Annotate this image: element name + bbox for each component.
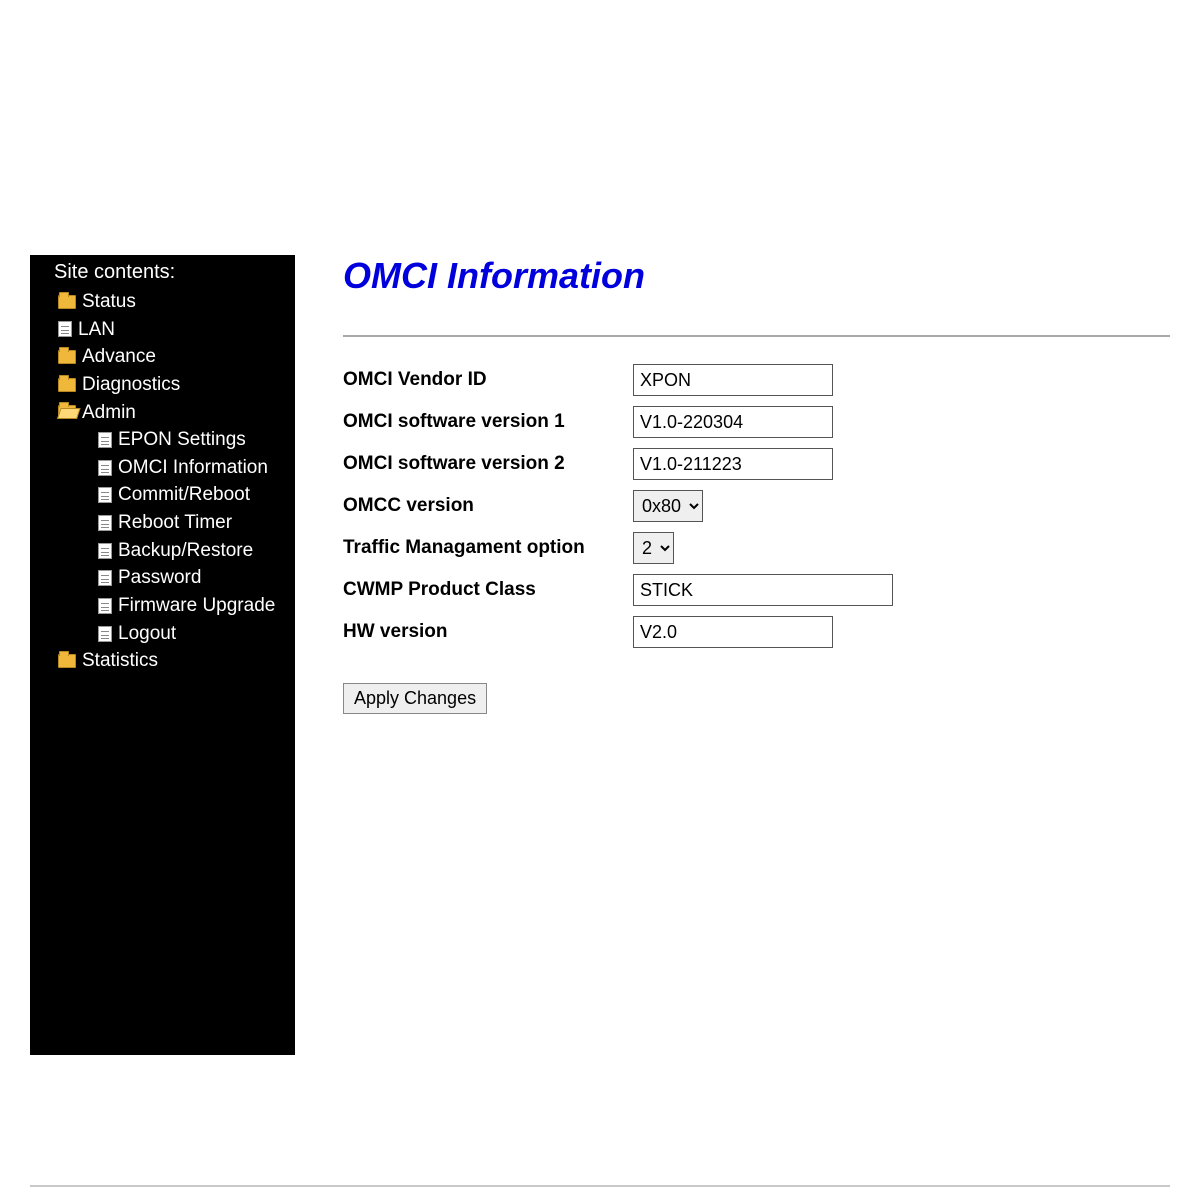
sidebar-item-omci-information[interactable]: OMCI Information (36, 454, 287, 482)
input-sw2[interactable] (633, 448, 833, 480)
label-hw: HW version (343, 611, 633, 653)
omci-form: OMCI Vendor ID OMCI software version 1 O… (343, 359, 899, 653)
sidebar-item-diagnostics[interactable]: Diagnostics (36, 371, 287, 399)
sidebar-item-advance[interactable]: Advance (36, 343, 287, 371)
sidebar-item-backup-restore[interactable]: Backup/Restore (36, 537, 287, 565)
sidebar-item-label: Status (82, 289, 136, 315)
sidebar-item-label: OMCI Information (118, 455, 268, 481)
document-icon (98, 515, 112, 531)
page-title: OMCI Information (343, 255, 1170, 297)
sidebar-item-label: Admin (82, 400, 136, 426)
sidebar-item-status[interactable]: Status (36, 288, 287, 316)
row-omcc: OMCC version 0x80 (343, 485, 899, 527)
input-hw[interactable] (633, 616, 833, 648)
row-sw1: OMCI software version 1 (343, 401, 899, 443)
sidebar-item-label: Firmware Upgrade (118, 593, 275, 619)
document-icon (98, 543, 112, 559)
sidebar-item-label: Advance (82, 344, 156, 370)
sidebar-item-lan[interactable]: LAN (36, 316, 287, 344)
folder-icon (58, 350, 76, 364)
document-icon (98, 432, 112, 448)
sidebar-item-label: Diagnostics (82, 372, 180, 398)
folder-icon (58, 654, 76, 668)
sidebar-item-label: LAN (78, 317, 115, 343)
label-vendor-id: OMCI Vendor ID (343, 359, 633, 401)
divider (343, 335, 1170, 337)
page-wrapper: Site contents: StatusLANAdvanceDiagnosti… (0, 0, 1200, 1055)
sidebar-item-epon-settings[interactable]: EPON Settings (36, 426, 287, 454)
sidebar-tree: StatusLANAdvanceDiagnosticsAdminEPON Set… (36, 288, 287, 675)
sidebar-item-commit-reboot[interactable]: Commit/Reboot (36, 481, 287, 509)
select-omcc[interactable]: 0x80 (633, 490, 703, 522)
sidebar-item-label: Commit/Reboot (118, 482, 250, 508)
label-traffic: Traffic Managament option (343, 527, 633, 569)
sidebar-item-logout[interactable]: Logout (36, 620, 287, 648)
sidebar-title: Site contents: (36, 259, 287, 286)
sidebar-item-reboot-timer[interactable]: Reboot Timer (36, 509, 287, 537)
row-sw2: OMCI software version 2 (343, 443, 899, 485)
sidebar-item-label: Reboot Timer (118, 510, 232, 536)
input-vendor-id[interactable] (633, 364, 833, 396)
document-icon (98, 460, 112, 476)
sidebar-item-statistics[interactable]: Statistics (36, 647, 287, 675)
apply-row: Apply Changes (343, 683, 1170, 714)
sidebar-item-label: Backup/Restore (118, 538, 253, 564)
input-cwmp[interactable] (633, 574, 893, 606)
sidebar-item-label: Statistics (82, 648, 158, 674)
document-icon (98, 598, 112, 614)
document-icon (98, 487, 112, 503)
row-vendor-id: OMCI Vendor ID (343, 359, 899, 401)
bottom-divider (30, 1185, 1170, 1187)
folder-icon (58, 295, 76, 309)
label-cwmp: CWMP Product Class (343, 569, 633, 611)
label-sw2: OMCI software version 2 (343, 443, 633, 485)
sidebar-item-firmware-upgrade[interactable]: Firmware Upgrade (36, 592, 287, 620)
sidebar-item-admin[interactable]: Admin (36, 399, 287, 427)
select-traffic[interactable]: 2 (633, 532, 674, 564)
label-sw1: OMCI software version 1 (343, 401, 633, 443)
row-hw: HW version (343, 611, 899, 653)
sidebar-item-label: EPON Settings (118, 427, 246, 453)
row-traffic: Traffic Managament option 2 (343, 527, 899, 569)
folder-icon (58, 405, 76, 419)
label-omcc: OMCC version (343, 485, 633, 527)
document-icon (98, 570, 112, 586)
sidebar-item-label: Password (118, 565, 201, 591)
sidebar-item-label: Logout (118, 621, 176, 647)
sidebar: Site contents: StatusLANAdvanceDiagnosti… (30, 255, 295, 1055)
folder-icon (58, 378, 76, 392)
main-content: OMCI Information OMCI Vendor ID OMCI sof… (343, 255, 1170, 714)
sidebar-item-password[interactable]: Password (36, 564, 287, 592)
document-icon (58, 321, 72, 337)
document-icon (98, 626, 112, 642)
input-sw1[interactable] (633, 406, 833, 438)
apply-changes-button[interactable]: Apply Changes (343, 683, 487, 714)
row-cwmp: CWMP Product Class (343, 569, 899, 611)
